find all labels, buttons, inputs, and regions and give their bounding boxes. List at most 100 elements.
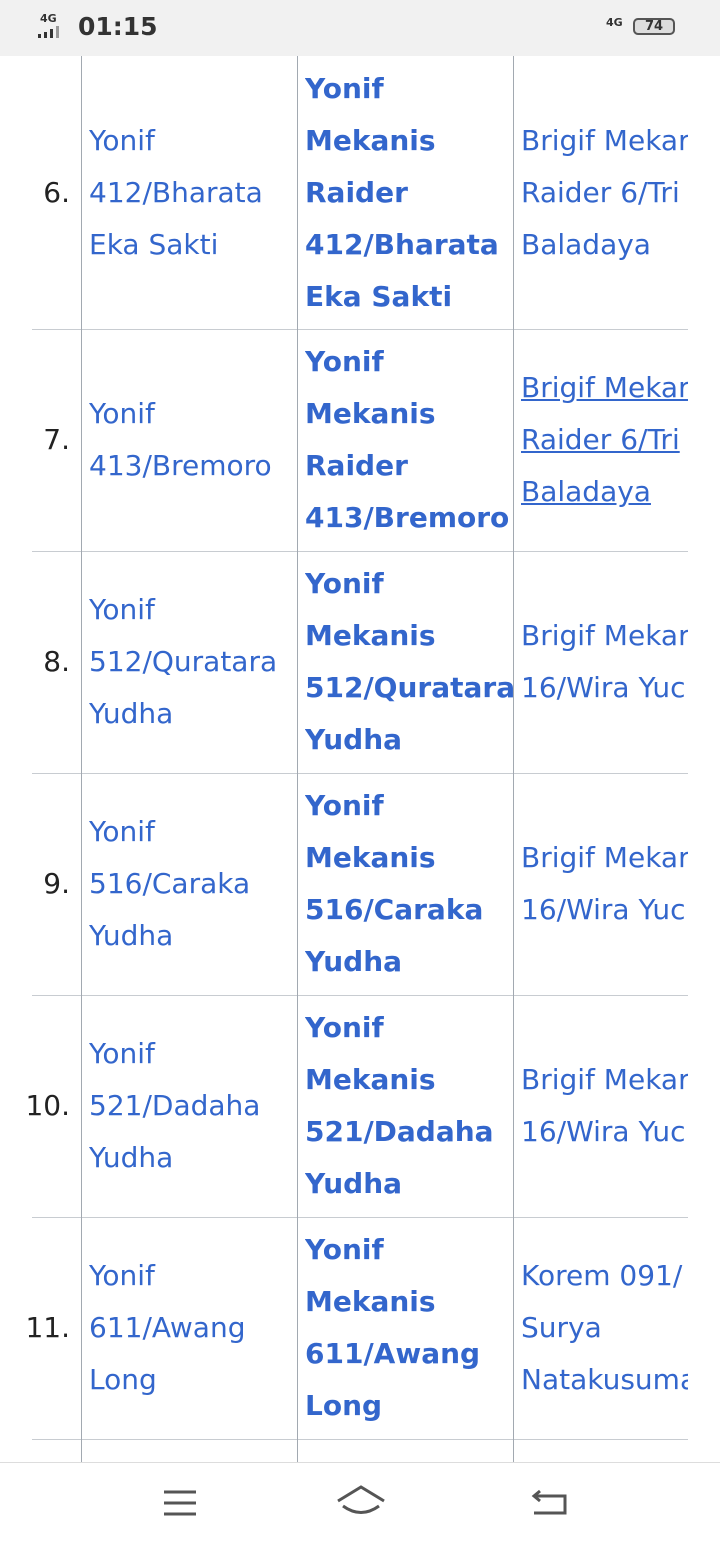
new-name-text[interactable]: Yudha [305, 723, 403, 756]
new-name-text[interactable]: 412/Bharata [305, 227, 499, 261]
brigade-text[interactable]: Surya [521, 1311, 602, 1344]
home-button[interactable] [337, 1485, 385, 1514]
table-row: 8. Yonif 512/Quratara Yudha Yonif Mekanis 512/… [0, 551, 720, 773]
new-name-text[interactable]: Yonif [305, 1011, 384, 1044]
brigade-cell[interactable]: Korem 091/Surya Natakusuma [521, 1217, 688, 1439]
unit-text: Yudha [89, 697, 174, 730]
brigade-text[interactable]: Korem 091/ [521, 1259, 683, 1292]
unit-text: Eka Sakti [89, 227, 219, 261]
unit-text: 412/Bharata [89, 175, 263, 209]
unit-text: Yudha [89, 919, 174, 952]
unit-text: 516/Caraka [89, 867, 251, 900]
row-border [32, 329, 688, 330]
new-name-text[interactable]: Mekanis [305, 841, 436, 874]
signal-icon [38, 26, 59, 38]
unit-cell: Yonif 611/Awang Long [89, 1217, 297, 1439]
unit-text: Yonif [89, 1037, 155, 1070]
unit-text: Yonif [89, 123, 155, 157]
new-name-text[interactable]: Yonif [305, 71, 384, 105]
new-name-text[interactable]: 516/Caraka [305, 893, 484, 926]
number-cell: 9. [0, 773, 70, 995]
battery-level: 74 [644, 19, 664, 34]
unit-text: Yonif [89, 397, 155, 430]
brigade-text[interactable]: Natakusuma [521, 1363, 688, 1396]
unit-cell: Yonif 521/Dadaha Yudha [89, 995, 297, 1217]
row-number: 7. [43, 423, 70, 456]
brigade-cell[interactable]: Brigif Mekar 16/Wira Yuc [521, 551, 688, 773]
brigade-text[interactable]: 16/Wira Yuc [521, 671, 686, 704]
new-name-text[interactable]: 611/Awang [305, 1337, 481, 1370]
new-name-cell[interactable]: Yonif Mekanis Raider 413/Bremoro [305, 329, 513, 551]
column-border [513, 56, 514, 1462]
unit-text: Yudha [89, 1141, 174, 1174]
nav-bar [0, 1462, 720, 1545]
number-cell: 10. [0, 995, 70, 1217]
unit-text: 611/Awang [89, 1311, 246, 1344]
new-name-text[interactable]: Yonif [305, 1233, 384, 1266]
unit-text: Yonif [89, 593, 155, 626]
new-name-text[interactable]: Raider [305, 449, 408, 482]
new-name-text[interactable]: Yudha [305, 1167, 403, 1200]
new-name-text[interactable]: Yonif [305, 789, 384, 822]
brigade-cell[interactable]: Brigif Mekar Raider 6/Tri Baladaya [521, 56, 688, 329]
brigade-text[interactable]: Brigif Mekar [521, 1063, 688, 1096]
new-name-text[interactable]: Yudha [305, 945, 403, 978]
column-border [81, 56, 82, 1462]
new-name-cell[interactable]: Yonif Mekanis 516/Caraka Yudha [305, 773, 513, 995]
brigade-text[interactable]: Brigif Mekar [521, 371, 688, 404]
network: 4G [606, 16, 623, 29]
menu-button[interactable] [164, 1490, 196, 1516]
row-border [32, 551, 688, 552]
nav-icons [164, 1485, 567, 1516]
new-name-text[interactable]: Mekanis [305, 1063, 436, 1096]
new-name-cell[interactable]: Yonif Mekanis 611/Awang Long [305, 1217, 513, 1439]
brigade-cell[interactable]: Brigif Mekar 16/Wira Yuc [521, 773, 688, 995]
back-button[interactable] [531, 1489, 567, 1515]
new-name-cell[interactable]: Yonif Mekanis 512/Quratara Yudha [305, 551, 513, 773]
unit-cell: Yonif 412/Bharata Eka Sakti [89, 56, 297, 329]
row-number: 9. [43, 867, 70, 900]
brigade-text[interactable]: 16/Wira Yuc [521, 1115, 686, 1148]
brigade-text[interactable]: Baladaya [521, 475, 651, 508]
network: 4G [40, 12, 57, 25]
new-name-text[interactable]: Mekanis [305, 397, 436, 430]
new-name-text[interactable]: Mekanis [305, 1285, 436, 1318]
table-row: 10. Yonif 521/Dadaha Yudha Yonif Mekanis 521/D… [0, 995, 720, 1217]
row-border [32, 1439, 688, 1440]
table-row: 6. Yonif 412/Bharata Eka Sakti Yonif Mekanis R… [0, 56, 720, 329]
new-name-text[interactable]: 521/Dadaha [305, 1115, 494, 1148]
unit-text: Long [89, 1363, 157, 1396]
brigade-text[interactable]: Brigif Mekar [521, 123, 688, 157]
unit-cell: Yonif 413/Bremoro [89, 329, 297, 551]
new-name-cell[interactable]: Yonif Mekanis 521/Dadaha Yudha [305, 995, 513, 1217]
brigade-cell[interactable]: Brigif Mekar 16/Wira Yuc [521, 995, 688, 1217]
brigade-text[interactable]: Brigif Mekar [521, 619, 688, 652]
brigade-text[interactable]: Brigif Mekar [521, 841, 688, 874]
new-name-text[interactable]: 512/Quratara [305, 671, 513, 704]
row-number: 6. [43, 175, 70, 209]
row-border [32, 773, 688, 774]
new-name-text[interactable]: Mekanis [305, 619, 436, 652]
new-name-text[interactable]: Long [305, 1389, 383, 1422]
new-name-text[interactable]: Raider [305, 175, 408, 209]
row-number: 8. [43, 645, 70, 678]
brigade-text[interactable]: 16/Wira Yuc [521, 893, 686, 926]
new-name-text[interactable]: Yonif [305, 567, 384, 600]
brigade-text[interactable]: Baladaya [521, 227, 651, 261]
new-name-text[interactable]: 413/Bremoro [305, 501, 510, 534]
row-border [32, 995, 688, 996]
new-name-text[interactable]: Mekanis [305, 123, 436, 157]
time: 01:15 [78, 12, 158, 41]
number-cell: 7. [0, 329, 70, 551]
brigade-cell[interactable]: Brigif Mekar Raider 6/Tri Baladaya [521, 329, 688, 551]
brigade-text[interactable]: Raider 6/Tri [521, 423, 680, 456]
row-number: 11. [25, 1311, 70, 1344]
unit-text: Yonif [89, 815, 155, 848]
unit-text: 413/Bremoro [89, 449, 272, 482]
new-name-text[interactable]: Yonif [305, 345, 384, 378]
new-name-cell[interactable]: Yonif Mekanis Raider 412/Bharata Eka Sakti [305, 56, 513, 329]
brigade-text[interactable]: Raider 6/Tri [521, 175, 680, 209]
table-row: 9. Yonif 516/Caraka Yudha Yonif Mekanis 516/Ca… [0, 773, 720, 995]
new-name-text[interactable]: Eka Sakti [305, 279, 453, 313]
unit-cell: Yonif 516/Caraka Yudha [89, 773, 297, 995]
